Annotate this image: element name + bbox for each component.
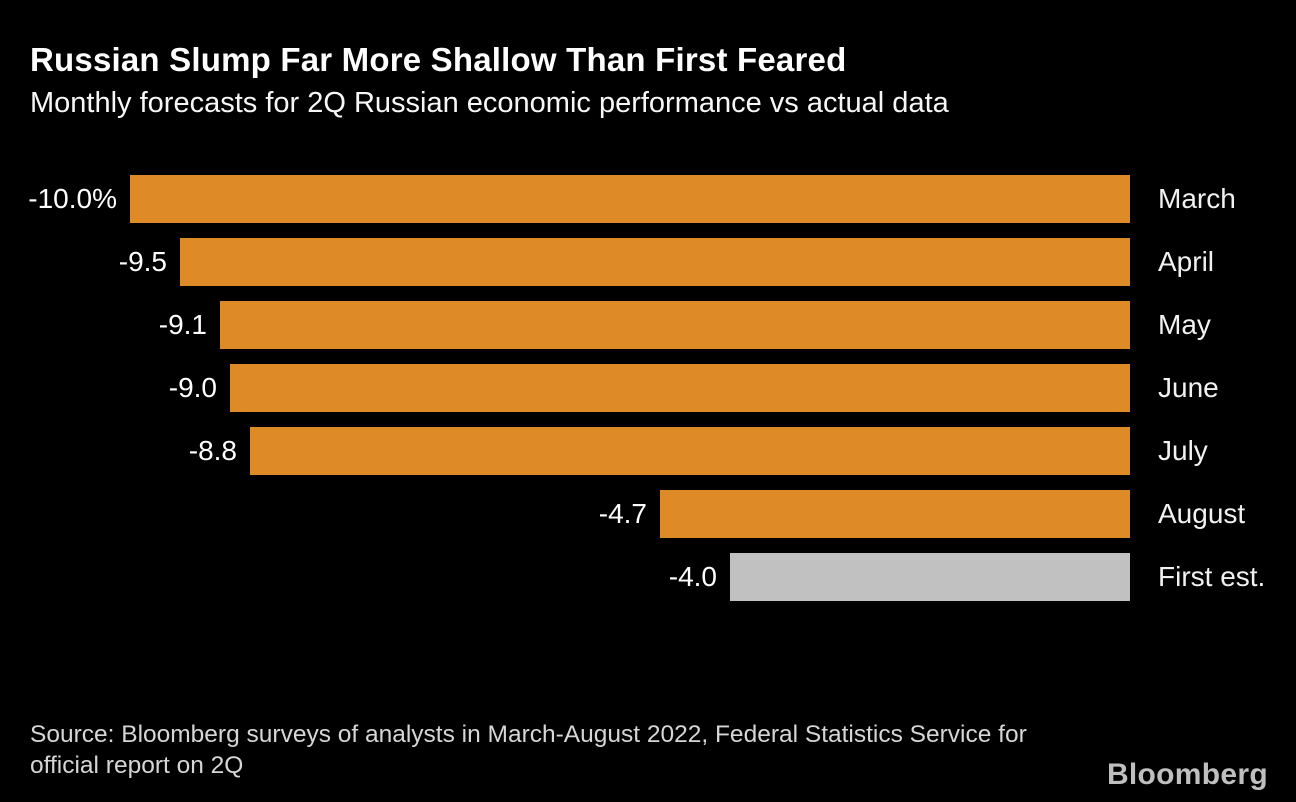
bar xyxy=(230,364,1130,412)
value-label: -9.0 xyxy=(168,372,217,403)
category-label: First est. xyxy=(1158,561,1266,592)
value-label: -9.1 xyxy=(158,309,207,340)
bar-row: -9.5 April xyxy=(0,238,1296,286)
category-label: July xyxy=(1158,435,1208,466)
bar-row: -8.8 July xyxy=(0,427,1296,475)
value-label: -4.0 xyxy=(668,561,717,592)
bar-row: -4.7 August xyxy=(0,490,1296,538)
category-label: April xyxy=(1158,246,1215,277)
category-label: March xyxy=(1158,183,1236,214)
bar xyxy=(250,427,1130,475)
bar-row: -9.1 May xyxy=(0,301,1296,349)
source-note: Source: Bloomberg surveys of analysts in… xyxy=(30,721,1027,779)
bar-row: -4.0 First est. xyxy=(0,553,1296,601)
value-label: -4.7 xyxy=(598,498,647,529)
value-label: -8.8 xyxy=(188,435,237,466)
bar xyxy=(660,490,1130,538)
bar xyxy=(130,175,1130,223)
bloomberg-logo: Bloomberg xyxy=(1106,758,1268,791)
category-label: August xyxy=(1158,498,1246,529)
category-label: June xyxy=(1158,372,1219,403)
category-label: May xyxy=(1158,309,1211,340)
bar-row: -9.0 June xyxy=(0,364,1296,412)
bar xyxy=(730,553,1130,601)
chart-subtitle: Monthly forecasts for 2Q Russian economi… xyxy=(30,87,949,119)
chart-title: Russian Slump Far More Shallow Than Firs… xyxy=(30,41,847,78)
plot-area: -10.0% March -9.5 April -9.1 May -9.0 June -8.8 J… xyxy=(0,175,1296,605)
bar-row: -10.0% March xyxy=(0,175,1296,223)
value-label: -10.0% xyxy=(28,183,117,214)
value-label: -9.5 xyxy=(118,246,167,277)
bar xyxy=(180,238,1130,286)
bar xyxy=(220,301,1130,349)
